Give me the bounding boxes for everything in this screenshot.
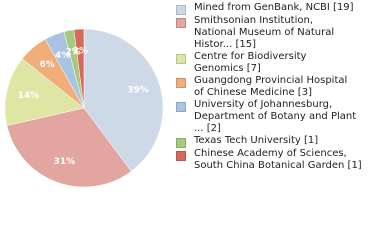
legend-swatch — [176, 151, 186, 161]
pie-slice — [4, 58, 85, 126]
legend-item: Mined from GenBank, NCBI [19] — [174, 2, 380, 15]
pie-chart: 39% 31% 14% 6%4%2%2% — [4, 28, 164, 188]
legend-label: Smithsonian Institution, National Museum… — [194, 15, 335, 50]
legend: Mined from GenBank, NCBI [19] Smithsonian… — [174, 2, 380, 172]
pie-slice — [6, 107, 132, 188]
legend-item: Chinese Academy of Sciences, South China… — [174, 148, 380, 172]
pie-slice — [73, 28, 85, 109]
slice-label: 14% — [18, 91, 40, 101]
slice-label: 4% — [55, 51, 70, 61]
slice-label: 39% — [127, 86, 149, 96]
legend-swatch — [176, 138, 186, 148]
legend-swatch — [176, 78, 186, 88]
legend-swatch — [176, 54, 186, 64]
pie-slice — [83, 28, 164, 172]
legend-item: Smithsonian Institution, National Museum… — [174, 15, 380, 51]
legend-swatch — [176, 102, 186, 112]
legend-swatch — [176, 18, 186, 28]
legend-item: University of Johannesburg, Department o… — [174, 99, 380, 135]
legend-label: University of Johannesburg, Department o… — [194, 99, 357, 134]
legend-label: Chinese Academy of Sciences, South China… — [194, 148, 362, 171]
slice-label: 31% — [54, 157, 76, 167]
legend-item: Guangdong Provincial Hospital of Chinese… — [174, 75, 380, 99]
slice-label: 2% — [65, 48, 80, 58]
slice-label: 6% — [39, 60, 54, 70]
legend-label: Mined from GenBank, NCBI [19] — [194, 2, 354, 13]
legend-swatch — [176, 5, 186, 15]
legend-item: Texas Tech University [1] — [174, 135, 380, 148]
legend-label: Centre for Biodiversity Genomics [7] — [194, 51, 307, 74]
legend-label: Guangdong Provincial Hospital of Chinese… — [194, 75, 348, 98]
legend-label: Texas Tech University [1] — [194, 135, 319, 146]
legend-item: Centre for Biodiversity Genomics [7] — [174, 51, 380, 75]
slice-label: 2% — [73, 47, 88, 57]
